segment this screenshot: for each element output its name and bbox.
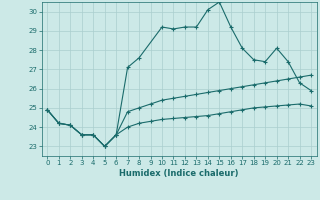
X-axis label: Humidex (Indice chaleur): Humidex (Indice chaleur) (119, 169, 239, 178)
